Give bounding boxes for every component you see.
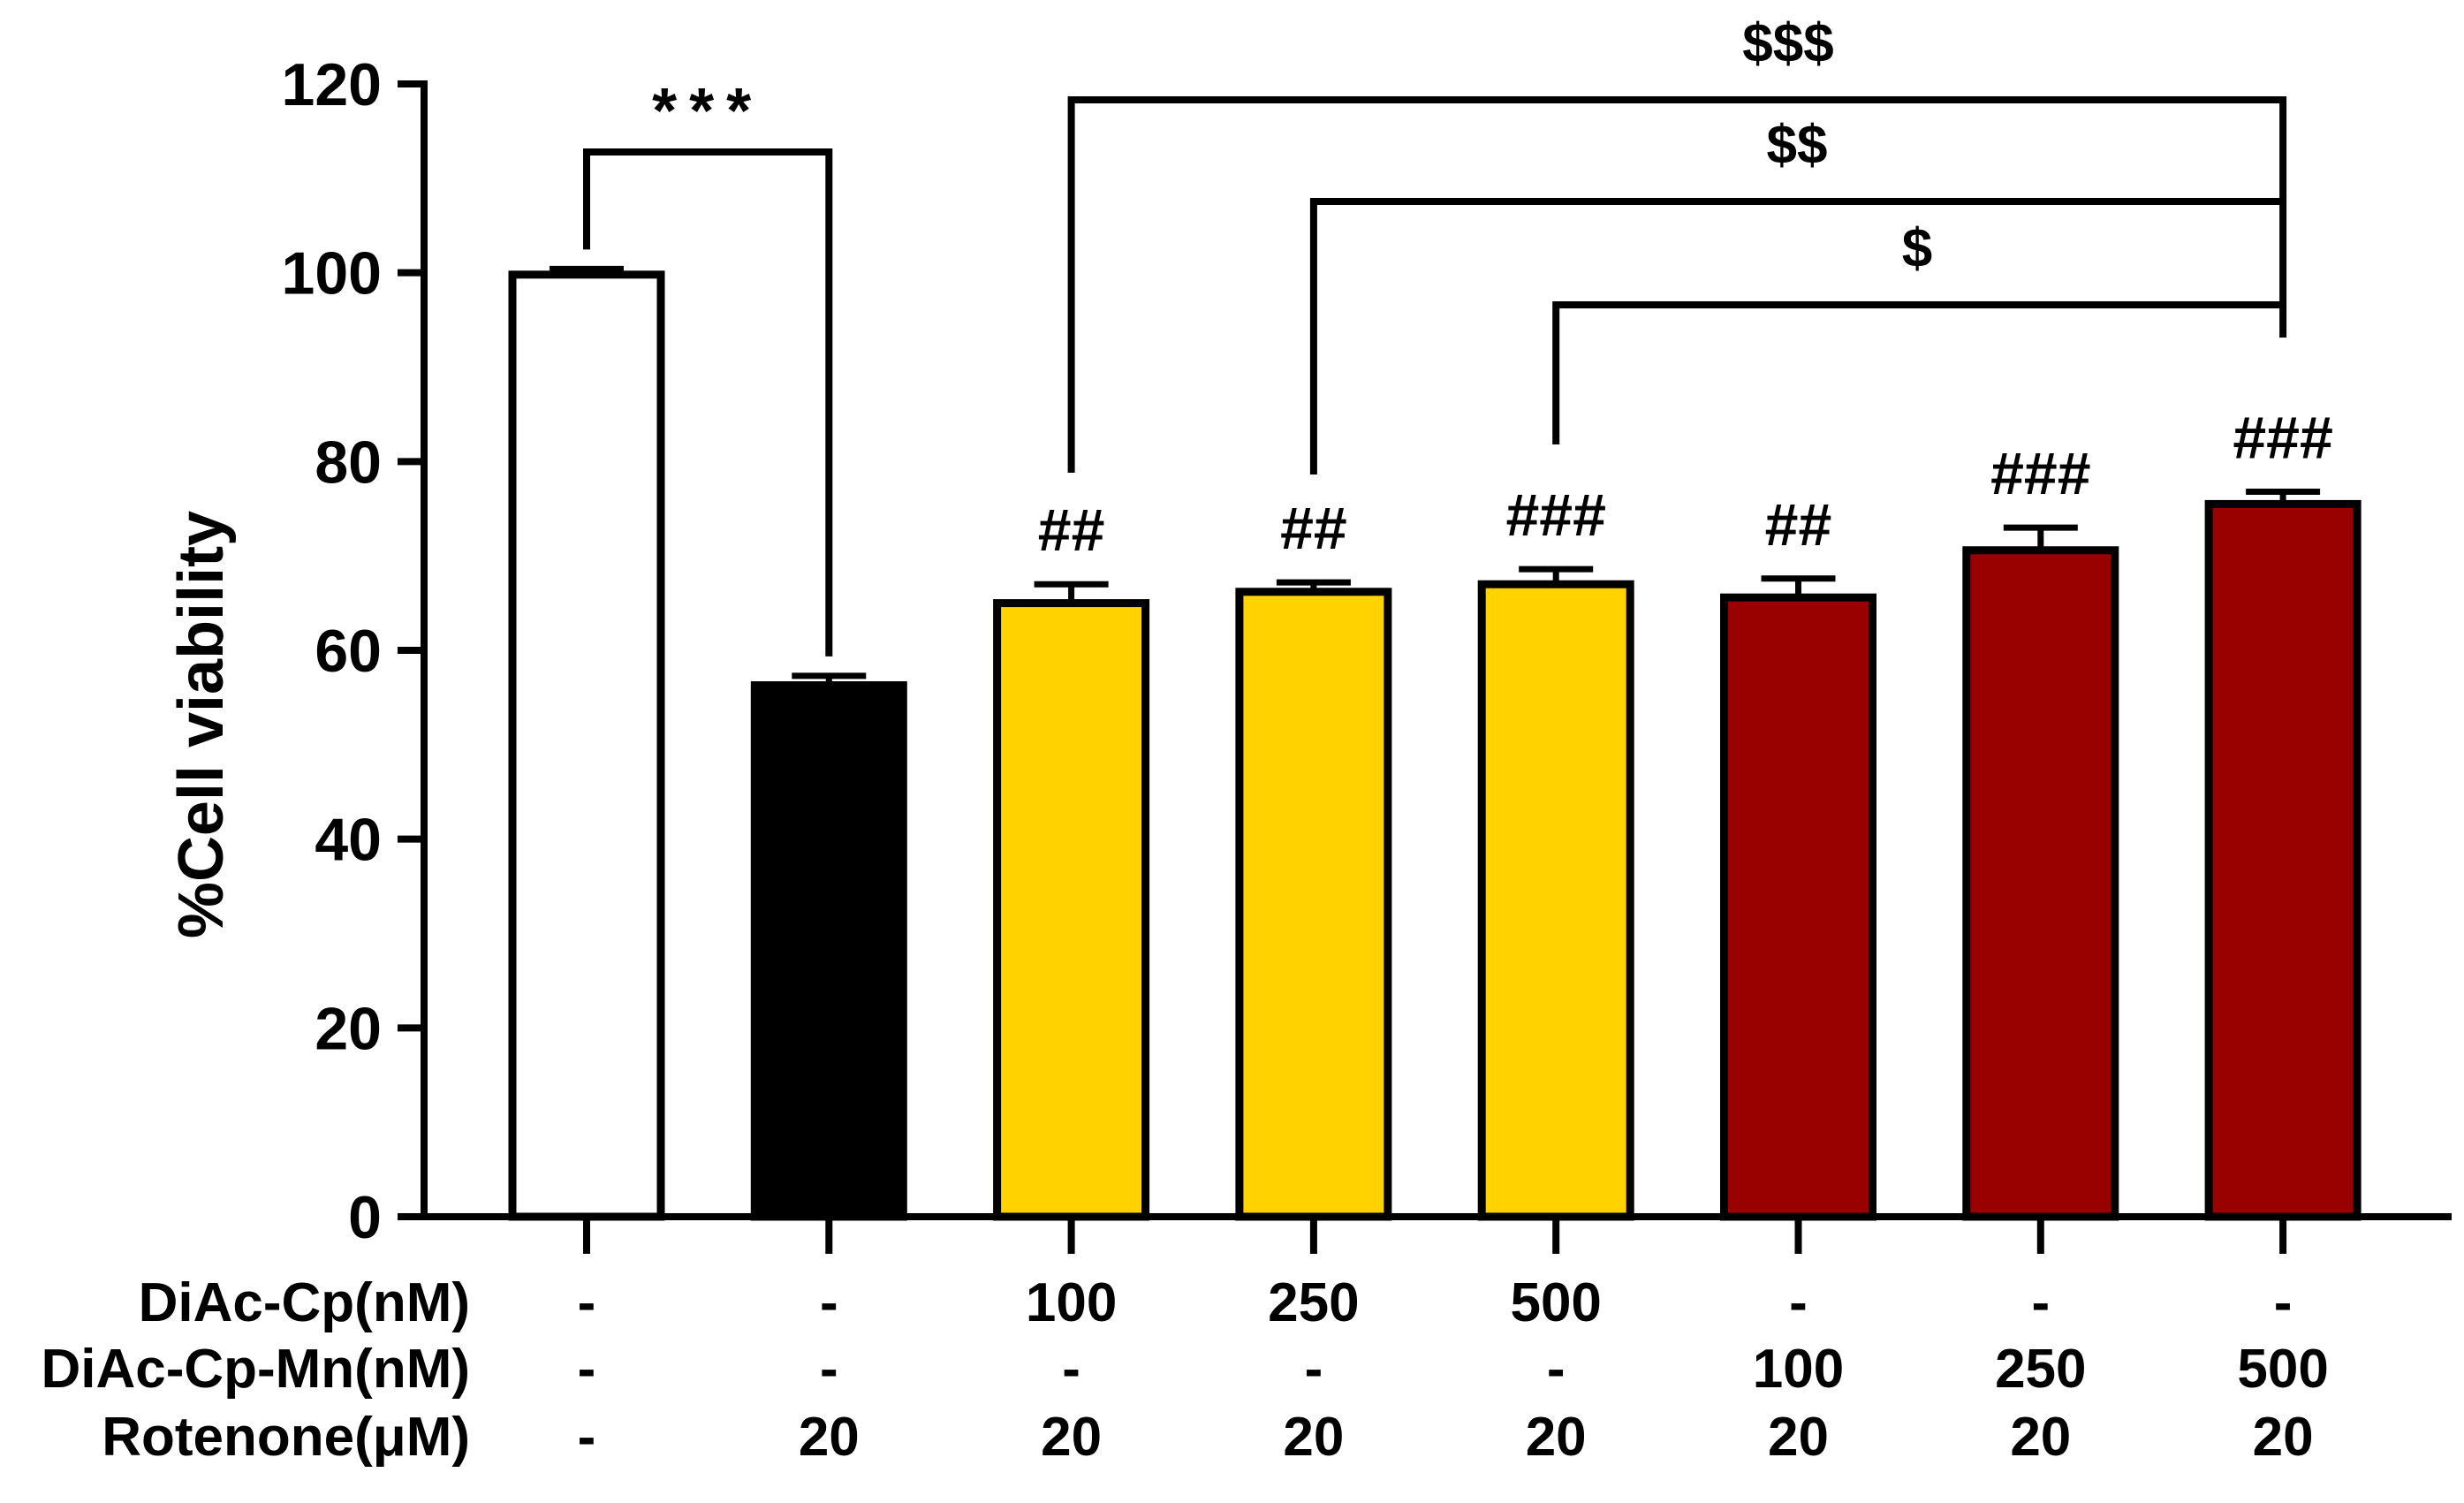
bar	[508, 270, 665, 1221]
significance-label: ***	[652, 76, 763, 147]
significance-bracket	[583, 148, 833, 657]
treatment-table: DiAc-Cp(nM) - -100 250 500- - -DiAc-Cp-Mn(nM) -…	[41, 1272, 2328, 1468]
y-tick-label: 120	[282, 51, 382, 118]
y-tick-label: 40	[315, 807, 382, 874]
y-axis-label: %Cell viability	[166, 511, 237, 938]
significance-bracket	[1309, 198, 2284, 474]
significance-brackets: ***$$$$$$	[583, 13, 2287, 657]
treatment-value: 20	[1526, 1407, 1587, 1468]
treatment-value: 20	[1041, 1407, 1102, 1468]
treatment-row-label: DiAc-Cp(nM)	[139, 1272, 470, 1333]
treatment-value: 20	[1768, 1407, 1829, 1468]
treatment-value: -	[1305, 1339, 1323, 1400]
treatment-value: 500	[1510, 1272, 1601, 1333]
treatment-value: -	[2031, 1272, 2050, 1333]
bar-annotation: ###	[1505, 482, 1605, 549]
treatment-value: 250	[1268, 1272, 1359, 1333]
treatment-value: 500	[2237, 1339, 2328, 1400]
bar-annotation: ###	[1990, 440, 2090, 507]
y-tick-label: 20	[315, 995, 382, 1062]
treatment-value: -	[1062, 1339, 1080, 1400]
treatment-value: 20	[1283, 1407, 1344, 1468]
treatment-value: -	[1547, 1339, 1566, 1400]
significance-label: $$	[1767, 115, 1828, 176]
treatment-value: 100	[1026, 1272, 1117, 1333]
treatment-value: 20	[2010, 1407, 2071, 1468]
significance-label: $$$	[1742, 13, 1833, 74]
treatment-value: 20	[799, 1407, 860, 1468]
y-tick-label: 60	[315, 618, 382, 685]
bar	[1477, 580, 1634, 1221]
bar	[2204, 499, 2362, 1221]
treatment-value: -	[2274, 1272, 2293, 1333]
bar	[1720, 593, 1876, 1221]
treatment-row-label: DiAc-Cp-Mn(nM)	[41, 1339, 470, 1400]
treatment-value: -	[820, 1272, 838, 1333]
bar	[993, 599, 1150, 1221]
bar-annotation: ##	[1765, 491, 1832, 558]
treatment-row-label: Rotenone(μM)	[102, 1407, 470, 1468]
treatment-value: 250	[1995, 1339, 2086, 1400]
treatment-value: -	[1789, 1272, 1808, 1333]
treatment-value: -	[578, 1339, 596, 1400]
significance-label: $	[1902, 218, 1932, 279]
y-tick-label: 0	[348, 1184, 382, 1251]
treatment-value: -	[578, 1407, 596, 1468]
treatment-value: -	[578, 1272, 596, 1333]
treatment-value: -	[820, 1339, 838, 1400]
bar-annotation: ##	[1280, 495, 1347, 562]
bar-annotation: ###	[2233, 405, 2332, 472]
significance-bracket	[1067, 96, 2284, 473]
bar	[750, 681, 907, 1221]
significance-bracket	[1552, 301, 2284, 444]
bars	[508, 265, 2362, 1221]
y-tick-label: 80	[315, 429, 382, 496]
bar	[1962, 546, 2119, 1221]
y-tick-label: 100	[282, 240, 382, 307]
treatment-value: 100	[1753, 1339, 1844, 1400]
bar	[1235, 588, 1392, 1221]
bar-annotations: ## ## ### ########	[1038, 405, 2333, 565]
bar-annotation: ##	[1038, 497, 1105, 564]
treatment-value: 20	[2253, 1407, 2314, 1468]
